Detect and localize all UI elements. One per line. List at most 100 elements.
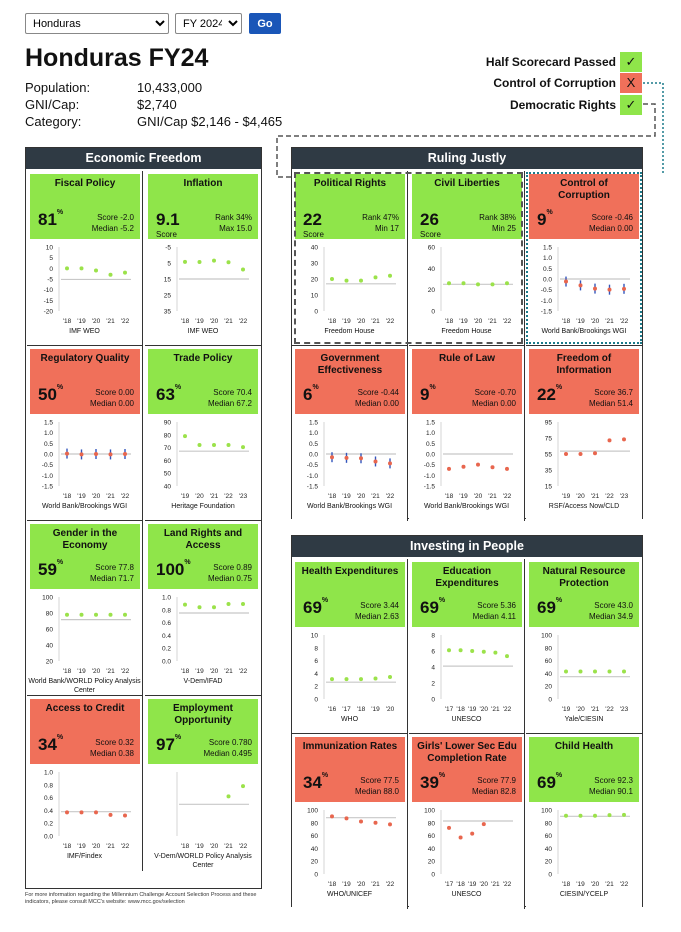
indicator-card-control-of-corruption[interactable]: Control of Corruption 9% Score -0.46 Median…	[526, 171, 642, 346]
indicator-chart: '18 '19 '20 '21 '22	[176, 772, 249, 850]
footer-note: For more information regarding the Mille…	[25, 892, 257, 905]
hurdle-democratic-mark: ✓	[620, 95, 642, 115]
x-tick-label: '22	[121, 668, 130, 675]
indicator-source: World Bank/Brookings WGI	[306, 503, 393, 510]
y-tick-label: 5	[167, 261, 171, 268]
data-point	[330, 277, 334, 281]
y-tick-label: -1.5	[42, 484, 54, 491]
indicator-value: 69%	[303, 597, 328, 618]
indicator-card-natural-resource-protection[interactable]: Natural Resource Protection 69% Score 43.0…	[526, 559, 642, 734]
indicator-card-civil-liberties[interactable]: Civil Liberties 26 Rank 38% Min 25 Score Free…	[409, 171, 525, 346]
indicator-card-government-effectiveness[interactable]: Government Effectiveness 6% Score -0.44 Med…	[292, 346, 408, 521]
indicator-stat-2: Median 34.9	[588, 612, 633, 621]
indicator-name: Control of Corruption	[558, 178, 610, 201]
indicator-value-unit: %	[438, 597, 446, 604]
indicator-stat-1: Score 77.8	[95, 563, 134, 572]
indicator-card-trade-policy[interactable]: Trade Policy 63% Score 70.4 Median 67.2 Heri…	[145, 346, 261, 521]
y-tick-label: 80	[311, 820, 319, 827]
data-point	[212, 605, 216, 610]
indicator-value-number: 59	[38, 560, 57, 579]
indicator-card-inflation[interactable]: Inflation 9.1 Rank 34% Max 15.0 Score IMF WEO…	[145, 171, 261, 346]
indicator-card-immunization-rates[interactable]: Immunization Rates 34% Score 77.5 Median 88…	[292, 734, 408, 909]
x-tick-label: '19	[459, 493, 468, 500]
data-point	[458, 648, 463, 653]
data-point	[373, 459, 378, 464]
indicator-value-number: 9.1	[156, 210, 180, 229]
data-point	[388, 822, 392, 827]
data-point	[226, 794, 231, 799]
x-tick-label: '20	[576, 706, 585, 713]
indicator-value: 22	[303, 210, 322, 230]
x-tick-label: '20	[210, 668, 219, 675]
x-tick-label: '23	[620, 706, 629, 713]
country-select[interactable]: Honduras	[25, 13, 169, 34]
indicator-header: Trade Policy 63% Score 70.4 Median 67.2	[148, 349, 258, 414]
indicator-value: 81%	[38, 209, 63, 230]
data-point	[593, 451, 597, 456]
indicator-value-number: 50	[38, 385, 57, 404]
indicator-name: Employment Opportunity	[172, 703, 233, 726]
indicator-value: 100%	[156, 559, 191, 580]
y-tick-label: 0.2	[162, 646, 171, 653]
x-tick-label: '22	[605, 706, 614, 713]
indicator-card-regulatory-quality[interactable]: Regulatory Quality 50% Score 0.00 Median 0.…	[27, 346, 143, 521]
indicator-stat-1: Score 92.3	[594, 776, 633, 785]
x-tick-label: '19	[468, 881, 477, 888]
indicator-card-gender-in-the-economy[interactable]: Gender in the Economy 59% Score 77.8 Median…	[27, 521, 143, 696]
y-tick-label: 60	[545, 658, 553, 665]
y-tick-label: 1.0	[543, 255, 552, 262]
year-select[interactable]: FY 2024	[175, 13, 242, 34]
y-tick-label: 0.5	[309, 441, 318, 448]
y-tick-label: 0.5	[543, 266, 552, 273]
x-tick-label: '19	[77, 843, 86, 850]
indicator-card-freedom-of-information[interactable]: Freedom of Information 22% Score 36.7 Media…	[526, 346, 642, 521]
indicator-chart: 40 30 20 10 0 '18 '19 '20 '21 '22	[311, 245, 396, 325]
y-tick-label: 0.6	[44, 795, 53, 802]
indicator-card-fiscal-policy[interactable]: Fiscal Policy 81% Score -2.0 Median -5.2 IMF…	[27, 171, 143, 346]
indicator-card-employment-opportunity[interactable]: Employment Opportunity 97% Score 0.780 Medi…	[145, 696, 261, 871]
indicator-card-health-expenditures[interactable]: Health Expenditures 69% Score 3.44 Median 2…	[292, 559, 408, 734]
y-tick-label: 0.0	[309, 452, 318, 459]
y-tick-label: 20	[311, 859, 319, 866]
indicator-chart: -5 5 15 25 35 '18 '19 '20 '21 '22	[164, 245, 249, 325]
y-tick-label: 0.5	[44, 441, 53, 448]
y-tick-label: -0.5	[541, 287, 553, 294]
go-button[interactable]: Go	[249, 13, 281, 34]
data-point	[505, 281, 509, 286]
indicator-chart: 1.0 0.8 0.6 0.4 0.2 0.0 '18 '19 '20 '21 '22	[162, 595, 249, 675]
y-tick-label: -15	[44, 298, 54, 305]
x-tick-label: '18	[357, 706, 366, 713]
data-point	[481, 822, 486, 827]
indicator-stats: Score 92.3 Median 90.1	[589, 775, 633, 797]
indicator-header: Freedom of Information 22% Score 36.7 Media…	[529, 349, 639, 414]
indicator-card-child-health[interactable]: Child Health 69% Score 92.3 Median 90.1 CIES…	[526, 734, 642, 909]
indicator-value-number: 81	[38, 210, 57, 229]
x-tick-label: '17	[342, 706, 351, 713]
indicator-card-political-rights[interactable]: Political Rights 22 Rank 47% Min 17 Score Fre…	[292, 171, 408, 346]
data-point	[578, 452, 583, 456]
x-tick-label: '22	[386, 318, 395, 325]
indicator-card-access-to-credit[interactable]: Access to Credit 34% Score 0.32 Median 0.38…	[27, 696, 143, 871]
indicator-chart: 1.5 1.0 0.5 0.0 -0.5 -1.0 -1.5 '18 '19 '20 '21 '22	[307, 420, 396, 500]
data-point	[388, 461, 392, 466]
indicator-value-unit: %	[555, 772, 563, 779]
indicator-name: Civil Liberties	[434, 178, 500, 189]
y-tick-label: 20	[311, 277, 319, 284]
data-point	[373, 676, 378, 681]
x-tick-label: '20	[210, 843, 219, 850]
x-tick-label: '18	[562, 318, 571, 325]
indicator-card-rule-of-law[interactable]: Rule of Law 9% Score -0.70 Median 0.00 World…	[409, 346, 525, 521]
indicator-card-land-rights-and-access[interactable]: Land Rights and Access 100% Score 0.89 Medi…	[145, 521, 261, 696]
indicator-header: Employment Opportunity 97% Score 0.780 Medi…	[148, 699, 258, 764]
indicator-source: World Bank/Brookings WGI	[423, 503, 510, 510]
x-tick-label: '19	[77, 493, 86, 500]
indicator-value-number: 39	[420, 773, 439, 792]
indicator-card-education-expenditures[interactable]: Education Expenditures 69% Score 5.36 Media…	[409, 559, 525, 734]
indicator-value-number: 69	[537, 598, 556, 617]
x-tick-label: '21	[591, 706, 600, 713]
indicator-source: World Bank/Brookings WGI	[41, 503, 128, 510]
indicator-value-number: 97	[156, 735, 175, 754]
data-point	[94, 810, 98, 815]
indicator-card-girls-lower-sec-edu-completion-rate[interactable]: Girls' Lower Sec Edu Completion Rate 39% S…	[409, 734, 525, 909]
data-point	[593, 286, 597, 291]
